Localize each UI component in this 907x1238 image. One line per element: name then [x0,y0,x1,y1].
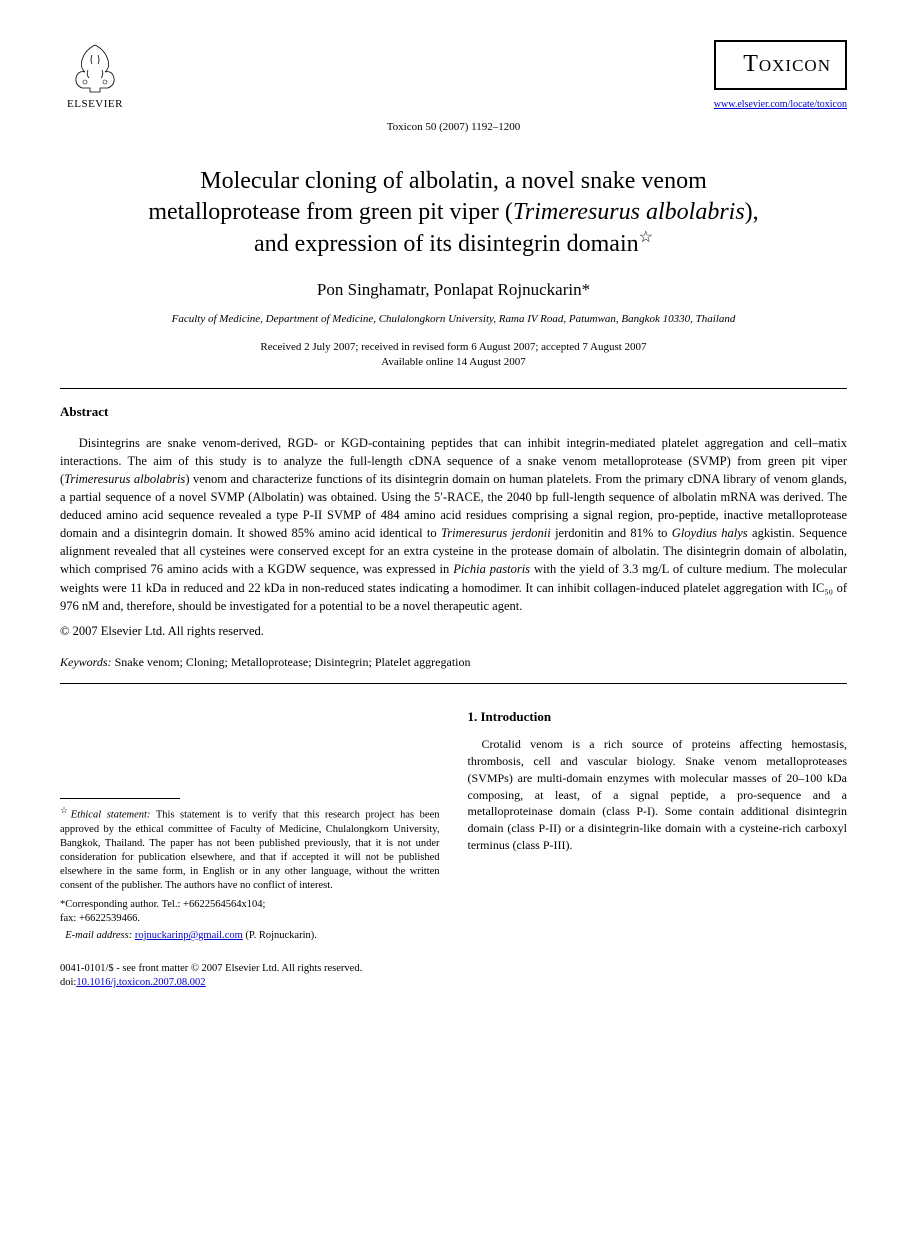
footnote-rule [60,798,180,799]
introduction-heading: 1. Introduction [468,708,848,726]
title-line-2a: metalloprotease from green pit viper ( [148,199,513,225]
abstract-body: Disintegrins are snake venom-derived, RG… [60,434,847,615]
email-line: E-mail address: rojnuckarinp@gmail.com (… [60,929,440,944]
abstract-heading: Abstract [60,403,847,421]
dates-online: Available online 14 August 2007 [381,356,526,368]
abstract-copyright: © 2007 Elsevier Ltd. All rights reserved… [60,623,847,641]
title-line-3: and expression of its disintegrin domain [254,231,639,257]
citation: Toxicon 50 (2007) 1192–1200 [60,120,847,135]
article-title: Molecular cloning of albolatin, a novel … [60,166,847,261]
journal-link[interactable]: www.elsevier.com/locate/toxicon [714,99,847,110]
two-column-region: ☆Ethical statement: This statement is to… [60,708,847,944]
publisher-logo: ELSEVIER [60,40,130,112]
authors: Pon Singhamatr, Ponlapat Rojnuckarin* [60,278,847,302]
title-footnote-star: ☆ [639,229,653,246]
journal-name-box: Toxicon [714,40,847,90]
front-matter-text: 0041-0101/$ - see front matter © 2007 El… [60,963,362,974]
corr-tel: *Corresponding author. Tel.: +6622564564… [60,899,265,910]
keywords: Keywords: Snake venom; Cloning; Metallop… [60,654,847,671]
front-matter-line: 0041-0101/$ - see front matter © 2007 El… [60,962,847,991]
publisher-name: ELSEVIER [67,97,123,112]
keywords-label: Keywords: [60,655,112,669]
corr-fax: fax: +6622539466. [60,913,140,924]
title-species: Trimeresurus albolabris [513,199,745,225]
abstract-sp3: Gloydius halys [672,526,748,540]
abstract-sp4: Pichia pastoris [453,562,530,576]
journal-badge: Toxicon www.elsevier.com/locate/toxicon [714,40,847,112]
email-person: (P. Rojnuckarin). [243,930,317,941]
email-link[interactable]: rojnuckarinp@gmail.com [135,930,243,941]
doi-link[interactable]: 10.1016/j.toxicon.2007.08.002 [76,977,205,988]
introduction-body: Crotalid venom is a rich source of prote… [468,736,848,854]
article-dates: Received 2 July 2007; received in revise… [60,340,847,371]
column-right: 1. Introduction Crotalid venom is a rich… [468,708,848,944]
ethical-label: Ethical statement: [71,810,151,821]
ethical-footnote: ☆Ethical statement: This statement is to… [60,805,440,894]
divider-after-keywords [60,683,847,684]
corresponding-author: *Corresponding author. Tel.: +6622564564… [60,898,440,927]
title-line-2b: ), [745,199,759,225]
doi-label: doi: [60,977,76,988]
elsevier-tree-icon [70,40,120,95]
keywords-text: Snake venom; Cloning; Metalloprotease; D… [112,655,471,669]
abstract-sp2: Trimeresurus jerdonii [441,526,551,540]
journal-name: Toxicon [743,51,831,77]
affiliation: Faculty of Medicine, Department of Medic… [60,312,847,327]
header: ELSEVIER Toxicon www.elsevier.com/locate… [60,40,847,112]
ethical-text: This statement is to verify that this re… [60,810,440,892]
email-label: E-mail address: [65,930,132,941]
dates-received: Received 2 July 2007; received in revise… [260,341,646,353]
abstract-sp1: Trimeresurus albolabris [64,472,185,486]
title-line-1: Molecular cloning of albolatin, a novel … [200,168,707,194]
divider-top [60,388,847,389]
column-left: ☆Ethical statement: This statement is to… [60,708,440,944]
abstract-p1c: jerdonitin and 81% to [551,526,672,540]
